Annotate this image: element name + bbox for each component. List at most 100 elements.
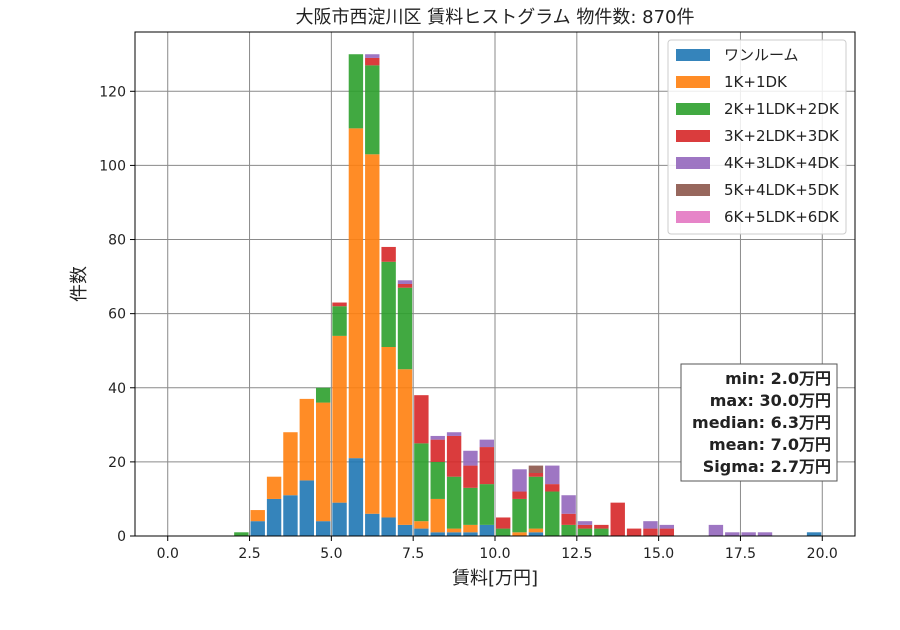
legend-swatch xyxy=(676,103,710,115)
tick-layer: 0.0 2.5 5.0 7.5 10.0 12.5 15.0 17.5 20.0 0 20 40 60 8… xyxy=(99,84,838,562)
legend-label: 4K+3LDK+4DK xyxy=(724,154,840,172)
bar-segment xyxy=(528,473,544,477)
bar-segment xyxy=(659,524,675,529)
bar-segment xyxy=(446,432,462,436)
bar-segment xyxy=(266,498,282,536)
legend-box xyxy=(667,39,847,235)
x-tick-label: 7.5 xyxy=(402,546,424,562)
bar-segment xyxy=(479,439,495,448)
x-tick-label: 20.0 xyxy=(807,546,838,562)
bar-segment xyxy=(577,524,593,529)
x-tick-label: 2.5 xyxy=(238,546,260,562)
x-tick-label: 10.0 xyxy=(479,546,510,562)
bar-segment xyxy=(446,476,462,529)
bar-segment xyxy=(381,347,396,518)
stats-line: Sigma: 2.7万円 xyxy=(703,457,831,476)
x-tick-label: 15.0 xyxy=(643,546,674,562)
bar-segment xyxy=(561,524,576,536)
bar-segment xyxy=(528,465,544,473)
bar-segment xyxy=(594,524,609,529)
legend-label: ワンルーム xyxy=(724,46,799,64)
bar-segment xyxy=(381,246,396,262)
bar-segment xyxy=(708,524,724,536)
legend-swatch xyxy=(676,157,710,169)
legend-swatch xyxy=(676,130,710,142)
bar-segment xyxy=(234,532,249,536)
bar-segment xyxy=(463,524,478,533)
bar-segment xyxy=(266,476,282,499)
y-tick-label: 100 xyxy=(99,158,126,174)
stats-line: max: 30.0万円 xyxy=(710,391,831,410)
stats-line: mean: 7.0万円 xyxy=(709,435,831,454)
legend-label: 5K+4LDK+5DK xyxy=(724,181,840,199)
bar-segment xyxy=(725,532,740,536)
bar-segment xyxy=(741,532,756,536)
bar-segment xyxy=(545,484,560,492)
bar-segment xyxy=(397,284,413,288)
bar-segment xyxy=(250,521,265,536)
bar-segment xyxy=(495,528,511,536)
bar-segment xyxy=(643,528,658,536)
stats-box-frame xyxy=(680,363,838,482)
bar-segment xyxy=(512,532,527,536)
y-tick-label: 0 xyxy=(117,529,126,545)
bar-segment xyxy=(512,491,527,499)
bar-segment xyxy=(528,476,544,529)
legend-label: 3K+2LDK+3DK xyxy=(724,127,840,145)
bar-segment xyxy=(315,387,331,403)
bar-segment xyxy=(365,57,380,66)
x-tick-label: 17.5 xyxy=(725,546,756,562)
bar-segment xyxy=(397,369,413,525)
bar-segment xyxy=(348,128,364,459)
bar-segment xyxy=(479,484,495,525)
bar-segment xyxy=(332,335,347,503)
bar-segment xyxy=(463,487,478,525)
bar-segment xyxy=(626,528,642,536)
y-tick-label: 20 xyxy=(108,455,126,471)
stats-box: min: 2.0万円 max: 30.0万円 median: 6.3万円 mean: … xyxy=(680,363,838,482)
y-tick-label: 120 xyxy=(99,84,126,100)
bar-segment xyxy=(414,528,429,536)
bar-segment xyxy=(528,528,544,533)
bar-segment xyxy=(545,491,560,536)
bar-segment xyxy=(397,287,413,370)
bar-segment xyxy=(315,402,331,522)
bar-layer xyxy=(234,54,822,536)
y-tick-label: 40 xyxy=(108,381,126,397)
bar-segment xyxy=(397,280,413,284)
bar-segment xyxy=(463,532,478,536)
bar-segment xyxy=(348,54,364,129)
bar-segment xyxy=(430,461,445,499)
bar-segment xyxy=(528,532,544,536)
x-axis-title: 賃料[万円] xyxy=(452,568,538,589)
legend-label: 2K+1LDK+2DK xyxy=(724,100,840,118)
bar-segment xyxy=(577,521,593,525)
bar-segment xyxy=(512,469,527,492)
bar-segment xyxy=(430,435,445,440)
bar-segment xyxy=(446,532,462,536)
legend-swatch xyxy=(676,49,710,61)
bar-segment xyxy=(414,443,429,522)
stats-line: min: 2.0万円 xyxy=(725,369,831,388)
bar-segment xyxy=(594,528,609,536)
bar-segment xyxy=(348,458,364,536)
bar-segment xyxy=(365,54,380,58)
bar-segment xyxy=(430,439,445,462)
bar-segment xyxy=(610,502,625,536)
legend-label: 6K+5LDK+6DK xyxy=(724,208,840,226)
bar-segment xyxy=(479,447,495,485)
bar-segment xyxy=(643,521,658,529)
chart-title: 大阪市西淀川区 賃料ヒストグラム 物件数: 870件 xyxy=(295,7,694,28)
bar-segment xyxy=(806,532,822,536)
bar-segment xyxy=(381,261,396,347)
bar-segment xyxy=(561,513,576,525)
legend: ワンルーム 1K+1DK 2K+1LDK+2DK 3K+2LDK+3DK 4K+3LDK… xyxy=(667,39,847,235)
x-tick-label: 12.5 xyxy=(561,546,592,562)
bar-segment xyxy=(250,510,265,522)
y-tick-label: 60 xyxy=(108,307,126,323)
bar-segment xyxy=(365,513,380,536)
bar-segment xyxy=(414,395,429,444)
bar-segment xyxy=(365,65,380,155)
